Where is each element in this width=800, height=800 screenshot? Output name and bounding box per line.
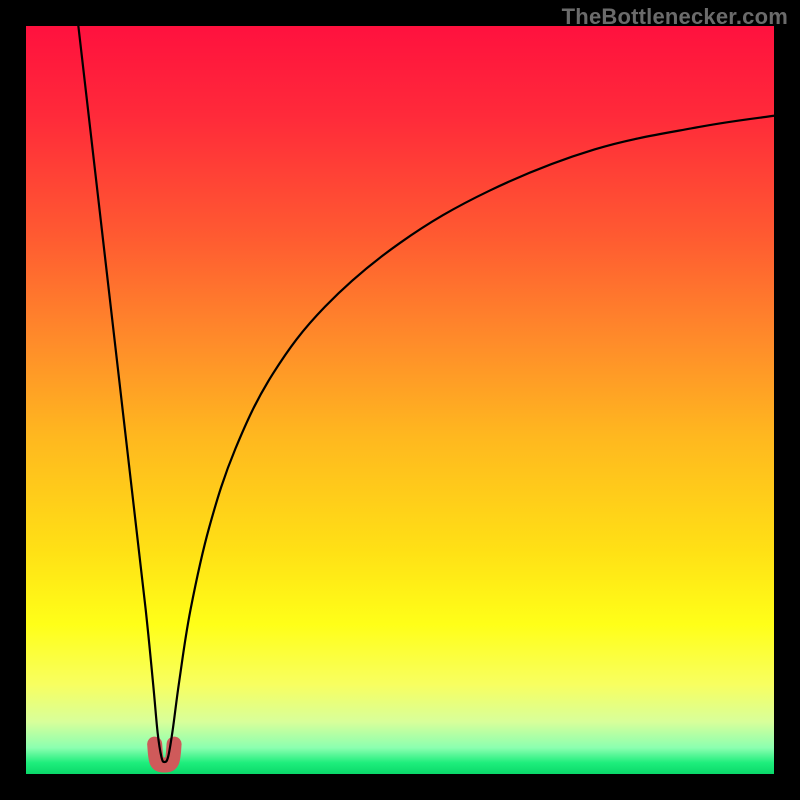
bottleneck-chart bbox=[0, 0, 800, 800]
chart-stage: TheBottlenecker.com bbox=[0, 0, 800, 800]
chart-background-gradient bbox=[26, 26, 774, 774]
